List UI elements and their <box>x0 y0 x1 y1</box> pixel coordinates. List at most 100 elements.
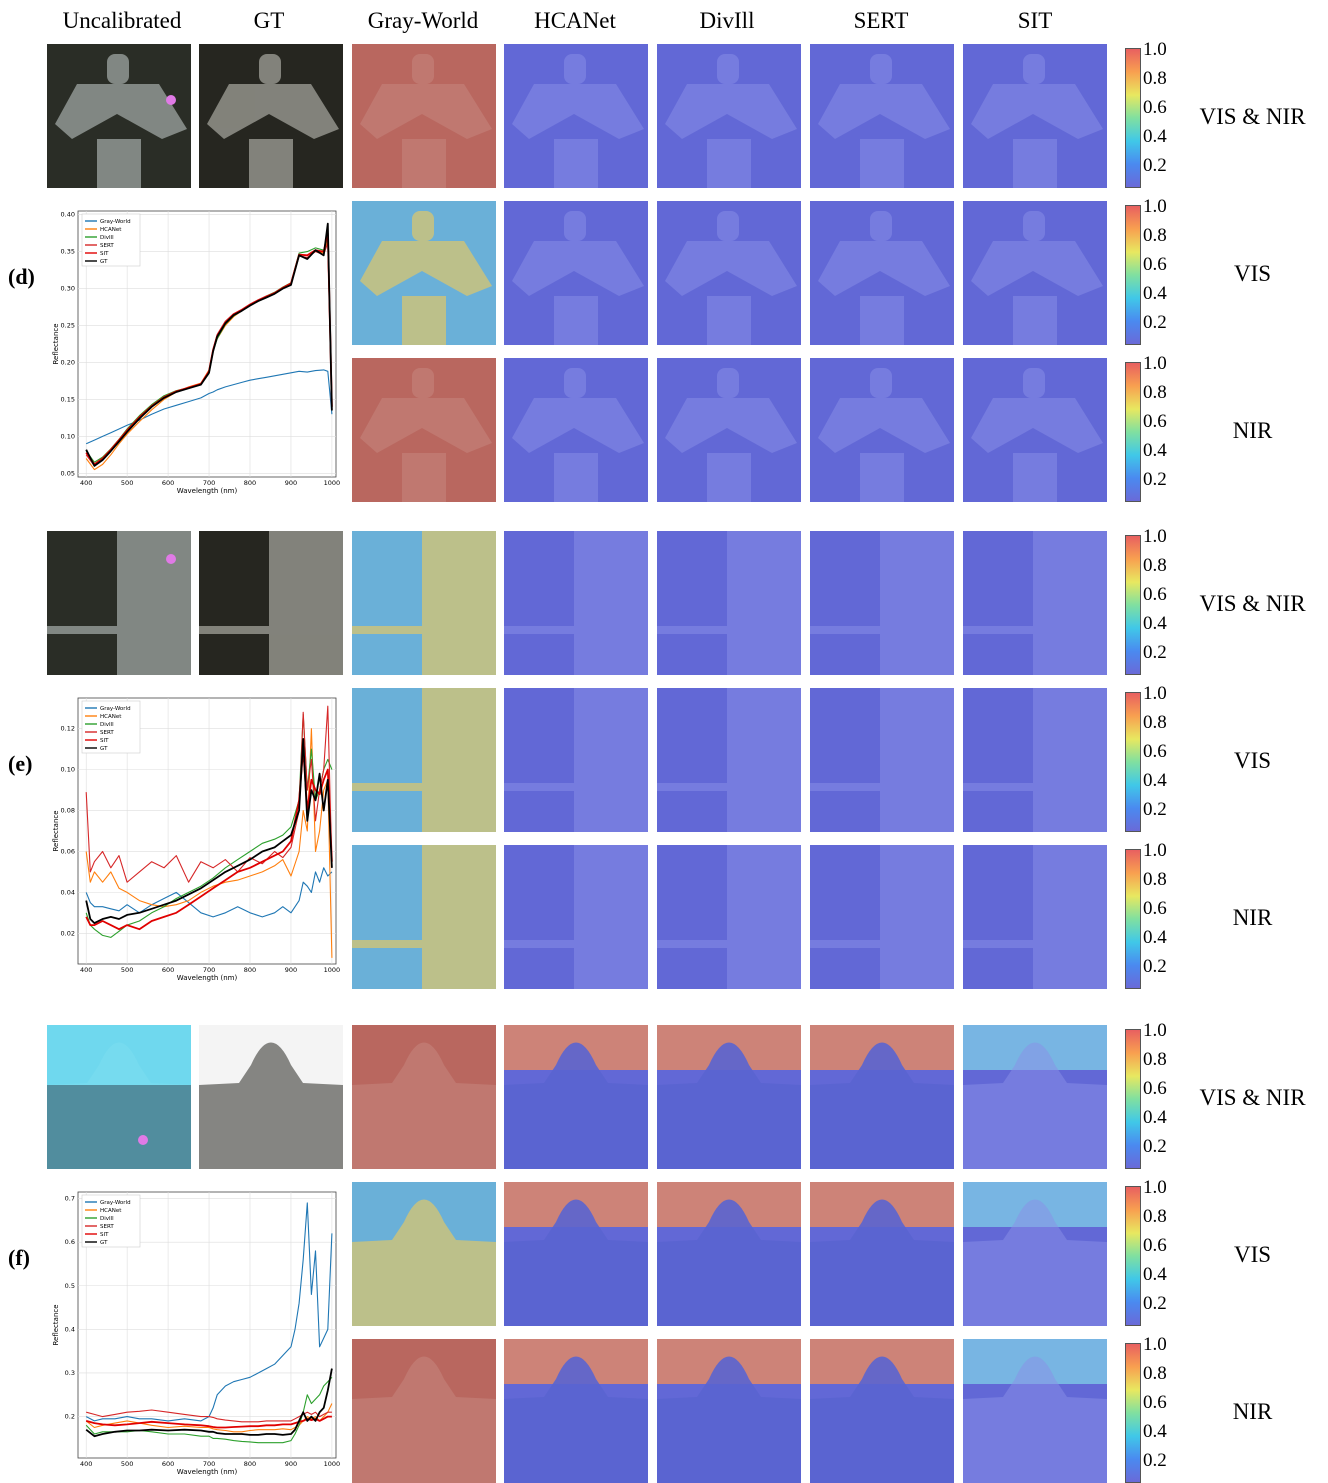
legend-entry: Gray-World <box>100 706 131 712</box>
colorbar-tick-label: 1.0 <box>1143 840 1167 861</box>
gt-photo <box>199 44 343 188</box>
colorbar-gradient <box>1125 849 1141 989</box>
error-map <box>352 845 496 989</box>
error-map <box>810 845 954 989</box>
error-map <box>352 1025 496 1169</box>
error-map <box>504 201 648 345</box>
colorbar-tick-label: 0.4 <box>1143 927 1167 948</box>
row-label: NIR <box>1232 418 1273 443</box>
error-map <box>657 1339 801 1483</box>
y-tick-label: 0.4 <box>65 1325 75 1333</box>
colorbar-tick-label: 0.2 <box>1143 1293 1167 1314</box>
colorbar-tick-label: 0.6 <box>1143 411 1167 432</box>
error-map <box>504 531 648 675</box>
series-line-gray-world <box>85 369 333 445</box>
colorbar-tick-label: 0.4 <box>1143 126 1167 147</box>
y-axis-label: Reflectance <box>52 1304 60 1345</box>
error-map <box>810 1182 954 1326</box>
gt-photo <box>199 531 343 675</box>
x-tick-label: 500 <box>121 966 133 974</box>
error-map <box>963 688 1107 832</box>
legend-entry: SIT <box>100 1232 109 1238</box>
series-line-sert <box>85 705 333 883</box>
y-tick-label: 0.15 <box>61 395 75 403</box>
sample-point-marker <box>166 554 176 564</box>
column-header: HCANet <box>534 8 616 33</box>
error-map <box>963 1182 1107 1326</box>
error-map <box>657 531 801 675</box>
colorbar: 1.0 0.8 0.6 0.4 0.2 <box>1125 684 1195 832</box>
x-tick-label: 900 <box>285 1460 297 1468</box>
column-header: SERT <box>853 8 909 33</box>
legend: Gray-World HCANet DivIll SERT SIT GT <box>81 700 141 754</box>
colorbar-tick-label: 0.2 <box>1143 642 1167 663</box>
error-map <box>963 1025 1107 1169</box>
y-tick-label: 0.6 <box>65 1238 75 1246</box>
colorbar-tick-label: 1.0 <box>1143 196 1167 217</box>
row-label: NIR <box>1232 1399 1273 1424</box>
colorbar-tick-label: 0.6 <box>1143 584 1167 605</box>
error-map <box>657 688 801 832</box>
x-tick-label: 500 <box>121 1460 133 1468</box>
colorbar-tick-label: 0.2 <box>1143 155 1167 176</box>
colorbar: 1.0 0.8 0.6 0.4 0.2 <box>1125 40 1195 188</box>
uncalibrated-photo <box>47 1025 191 1169</box>
y-tick-label: 0.05 <box>61 469 75 477</box>
legend-entry: SERT <box>100 730 114 736</box>
colorbar-tick-label: 0.2 <box>1143 1136 1167 1157</box>
column-header: Uncalibrated <box>62 8 182 33</box>
error-map <box>504 44 648 188</box>
column-header: SIT <box>1017 8 1053 33</box>
legend-entry: SERT <box>100 243 114 249</box>
error-map <box>810 1339 954 1483</box>
colorbar: 1.0 0.8 0.6 0.4 0.2 <box>1125 527 1195 675</box>
row-label: NIR <box>1232 905 1273 930</box>
column-header: Gray-World <box>367 8 479 33</box>
legend-entry: SERT <box>100 1224 114 1230</box>
legend-entry: Gray-World <box>100 219 131 225</box>
error-map <box>352 201 496 345</box>
colorbar: 1.0 0.8 0.6 0.4 0.2 <box>1125 841 1195 989</box>
colorbar-tick-label: 0.2 <box>1143 799 1167 820</box>
error-map <box>810 44 954 188</box>
error-map <box>963 1339 1107 1483</box>
row-label: VIS & NIR <box>1199 591 1306 616</box>
colorbar-tick-label: 0.6 <box>1143 1235 1167 1256</box>
colorbar-tick-label: 0.4 <box>1143 613 1167 634</box>
spectral-chart: 400 500 600 700 800 900 1000 0.2 0.3 0.4 0.5 0.6 0.7… <box>50 1184 342 1480</box>
error-map <box>810 688 954 832</box>
colorbar-gradient <box>1125 1343 1141 1483</box>
colorbar-tick-label: 0.8 <box>1143 1049 1167 1070</box>
x-tick-label: 1000 <box>324 1460 341 1468</box>
y-tick-label: 0.7 <box>65 1195 75 1203</box>
colorbar-gradient <box>1125 1186 1141 1326</box>
y-tick-label: 0.30 <box>61 285 75 293</box>
x-tick-label: 1000 <box>324 479 341 487</box>
legend-entry: HCANet <box>100 714 122 720</box>
y-tick-label: 0.10 <box>61 432 75 440</box>
colorbar-tick-label: 1.0 <box>1143 39 1167 60</box>
y-tick-label: 0.3 <box>65 1369 75 1377</box>
x-tick-label: 400 <box>80 479 92 487</box>
error-map <box>352 1182 496 1326</box>
x-tick-label: 700 <box>203 966 215 974</box>
column-header: DivIll <box>699 8 755 33</box>
legend-entry: GT <box>100 259 108 265</box>
error-map <box>352 531 496 675</box>
x-tick-label: 1000 <box>324 966 341 974</box>
row-label: VIS & NIR <box>1199 1085 1306 1110</box>
x-axis-label: Wavelength (nm) <box>177 974 238 982</box>
error-map <box>810 201 954 345</box>
spectral-chart: 400 500 600 700 800 900 1000 0.05 0.10 0.15 0.20 0.… <box>50 203 342 499</box>
legend-entry: HCANet <box>100 1208 122 1214</box>
gt-photo <box>199 1025 343 1169</box>
colorbar-tick-label: 0.8 <box>1143 68 1167 89</box>
y-tick-label: 0.04 <box>61 888 75 896</box>
colorbar-tick-label: 0.8 <box>1143 382 1167 403</box>
y-tick-label: 0.2 <box>65 1413 75 1421</box>
y-axis-label: Reflectance <box>52 810 60 851</box>
error-map <box>504 845 648 989</box>
y-tick-label: 0.08 <box>61 807 75 815</box>
legend-entry: DivIll <box>100 722 114 728</box>
error-map <box>504 688 648 832</box>
